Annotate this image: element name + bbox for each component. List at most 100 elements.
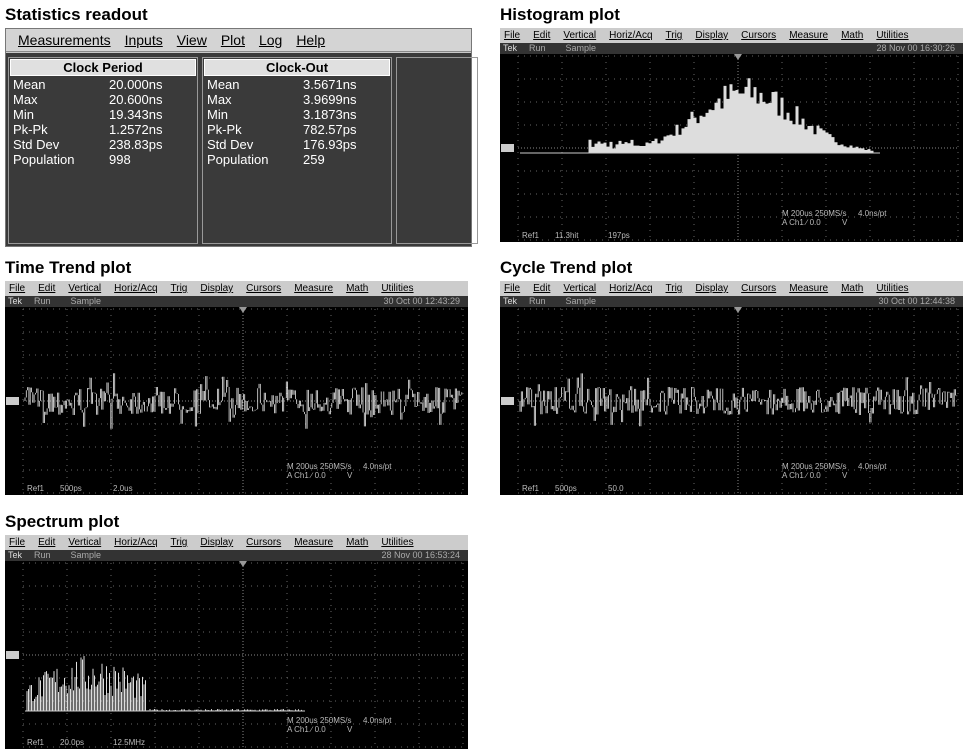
readout: A Ch1 ∕ 0.0 xyxy=(287,471,326,480)
stat-value: 3.1873ns xyxy=(303,107,357,122)
menu-item[interactable]: Horiz/Acq xyxy=(114,535,157,550)
ref-readout: 12.5MHz xyxy=(113,738,145,747)
menu-item[interactable]: File xyxy=(9,281,25,296)
menu-item[interactable]: Measure xyxy=(789,28,828,43)
status-item: Tek xyxy=(8,550,22,560)
ref-readout: 11.3hit xyxy=(555,231,579,240)
menu-item[interactable]: Vertical xyxy=(563,28,596,43)
menu-item[interactable]: Utilities xyxy=(876,28,908,43)
menu-item[interactable]: Vertical xyxy=(68,535,101,550)
screen: M 200us 250MS/s4.0ns/ptA Ch1 ∕ 0.0VRef12… xyxy=(5,561,468,749)
menu-item[interactable]: Edit xyxy=(38,281,55,296)
menu-item[interactable]: Measure xyxy=(294,281,333,296)
menu-item[interactable]: File xyxy=(504,281,520,296)
column-header: Clock Period xyxy=(10,59,196,76)
menu-item[interactable]: Utilities xyxy=(876,281,908,296)
menu-item[interactable]: Help xyxy=(296,32,325,48)
ref-readout: 197ps xyxy=(608,231,630,240)
status-item: Sample xyxy=(566,296,597,306)
channel-marker xyxy=(6,397,19,405)
menu-item[interactable]: Math xyxy=(841,28,863,43)
stat-label: Pk-Pk xyxy=(207,122,242,137)
menu-item[interactable]: File xyxy=(504,28,520,43)
status-item: Sample xyxy=(71,550,102,560)
menu-item[interactable]: Display xyxy=(200,281,233,296)
menu-item[interactable]: Inputs xyxy=(125,32,163,48)
menu-item[interactable]: Math xyxy=(841,281,863,296)
status-item: Run xyxy=(529,296,546,306)
menu-item[interactable]: File xyxy=(9,535,25,550)
menu-item[interactable]: Cursors xyxy=(741,281,776,296)
menu-item[interactable]: Horiz/Acq xyxy=(609,28,652,43)
stat-value: 998 xyxy=(109,152,131,167)
menu-item[interactable]: Measure xyxy=(789,281,828,296)
stat-value: 259 xyxy=(303,152,325,167)
menu-item[interactable]: Edit xyxy=(533,28,550,43)
menu-item[interactable]: Utilities xyxy=(381,535,413,550)
ref-readout: 20.0ps xyxy=(60,738,84,747)
menu-item[interactable]: View xyxy=(177,32,207,48)
menu-item[interactable]: Cursors xyxy=(246,535,281,550)
menu-bar: File Edit Vertical Horiz/Acq Trig Display Curs… xyxy=(500,28,963,43)
page: Statistics readoutMeasurementsInputsView… xyxy=(0,0,966,753)
menu-item[interactable]: Measure xyxy=(294,535,333,550)
ref-readout: Ref1 xyxy=(27,484,44,493)
menu-item[interactable]: Trig xyxy=(171,281,188,296)
menu-item[interactable]: Edit xyxy=(533,281,550,296)
menu-item[interactable]: Measurements xyxy=(18,32,111,48)
timestamp: 30 Oct 00 12:43:29 xyxy=(383,296,460,307)
section-title: Histogram plot xyxy=(500,5,620,25)
menu-item[interactable]: Horiz/Acq xyxy=(114,281,157,296)
status-bar: TekRunSample28 Nov 00 16:53:24 xyxy=(5,550,468,561)
stat-value: 176.93ps xyxy=(303,137,357,152)
ref-readout: 50.0 xyxy=(608,484,624,493)
menu-item[interactable]: Math xyxy=(346,535,368,550)
menu-item[interactable]: Vertical xyxy=(68,281,101,296)
menu-item[interactable]: Trig xyxy=(666,28,683,43)
stat-label: Mean xyxy=(13,77,46,92)
readout: A Ch1 ∕ 0.0 xyxy=(782,471,821,480)
channel-marker xyxy=(501,144,514,152)
menu-item[interactable]: Trig xyxy=(666,281,683,296)
readout: M 200us 250MS/s xyxy=(287,462,351,471)
menu-bar: File Edit Vertical Horiz/Acq Trig Display Curs… xyxy=(5,535,468,550)
readout: V xyxy=(842,218,848,227)
menu-item[interactable]: Cursors xyxy=(246,281,281,296)
stat-label: Std Dev xyxy=(13,137,59,152)
ref-readout: 500ps xyxy=(555,484,577,493)
readout: 4.0ns/pt xyxy=(363,462,392,471)
menu-item[interactable]: Plot xyxy=(221,32,245,48)
menu-item[interactable]: Display xyxy=(695,28,728,43)
menu-item[interactable]: Log xyxy=(259,32,282,48)
stat-value: 3.5671ns xyxy=(303,77,357,92)
menu-item[interactable]: Utilities xyxy=(381,281,413,296)
menu-item[interactable]: Edit xyxy=(38,535,55,550)
menu-item[interactable]: Math xyxy=(346,281,368,296)
stat-label: Pk-Pk xyxy=(13,122,48,137)
menu-item[interactable]: Display xyxy=(200,535,233,550)
menu-item[interactable]: Horiz/Acq xyxy=(609,281,652,296)
timestamp: 30 Oct 00 12:44:38 xyxy=(878,296,955,307)
channel-marker xyxy=(6,651,19,659)
menu-item[interactable]: Cursors xyxy=(741,28,776,43)
column-header: Clock-Out xyxy=(204,59,390,76)
menu-bar: File Edit Vertical Horiz/Acq Trig Display Curs… xyxy=(500,281,963,296)
menu-item[interactable]: Vertical xyxy=(563,281,596,296)
menu-item[interactable]: Trig xyxy=(171,535,188,550)
readout: 4.0ns/pt xyxy=(858,462,887,471)
readout: V xyxy=(842,471,848,480)
ref-readout: 2.0us xyxy=(113,484,133,493)
readout: M 200us 250MS/s xyxy=(782,462,846,471)
trigger-marker xyxy=(734,54,742,60)
stats-column xyxy=(396,57,478,244)
stat-value: 1.2572ns xyxy=(109,122,163,137)
menu-item[interactable]: Display xyxy=(695,281,728,296)
